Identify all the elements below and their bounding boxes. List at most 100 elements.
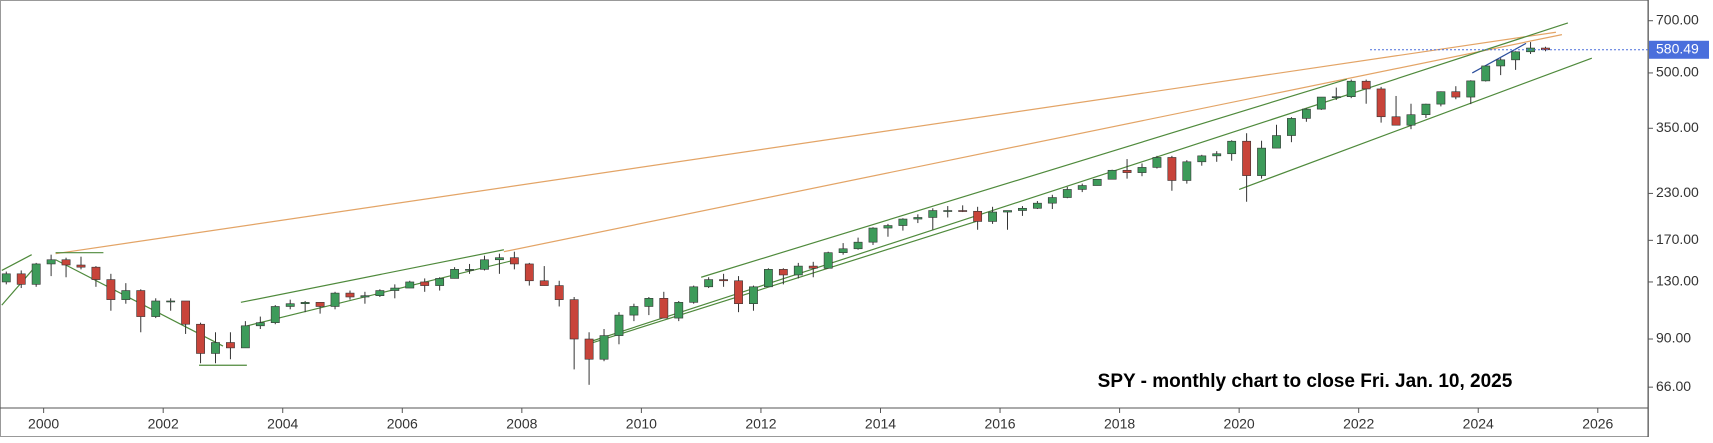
x-tick-label: 2012 [745,416,776,432]
candle-body [778,269,788,276]
annotation: SPY - monthly chart to close Fri. Jan. 1… [1098,371,1513,392]
trendline [55,31,1557,255]
trendline [1471,42,1527,74]
candle-body [1,273,11,283]
candle-body [136,290,146,317]
candle-body [255,322,265,327]
x-tick-label: 2014 [865,416,896,432]
candle-body [1376,88,1386,118]
candle-body [913,217,923,220]
x-tick-label: 2010 [626,416,657,432]
candle-body [928,210,938,218]
y-tick-label: 170.00 [1656,231,1699,247]
candle-body [480,259,489,270]
candle-body [375,290,385,296]
candle-body [524,263,534,282]
candle-body [1077,185,1087,190]
candle-body [495,257,504,261]
candle-body [181,300,191,325]
y-tick-label: 230.00 [1656,184,1699,200]
candle-body [1107,169,1117,180]
candle-body [405,281,415,289]
candle-body [1062,189,1072,198]
candle-body [1257,147,1266,176]
candle-body [1331,96,1341,98]
x-tick-label: 2024 [1463,416,1494,432]
candle-body [196,323,205,354]
candle-body [1047,197,1057,204]
candle-body [226,342,235,349]
candle-body [749,286,758,305]
candle-body [240,325,250,349]
candle-body [689,286,699,303]
candle-body [1197,155,1207,163]
candle-body [151,300,161,317]
candle-body [1122,169,1132,173]
y-tick-label: 350.00 [1656,119,1699,135]
candle-body [674,302,684,319]
candle-body [1436,91,1446,105]
y-tick-label: 66.00 [1656,378,1691,394]
trendline [1238,57,1593,190]
x-tick-label: 2018 [1104,416,1135,432]
candle-body [211,342,220,354]
candle-body [883,225,893,229]
candle-body [539,280,549,286]
x-tick-label: 2006 [387,416,418,432]
trendline [240,249,505,303]
candle-body [121,290,131,300]
candle-body [1032,202,1042,209]
candle-body [554,285,564,300]
y-tick-label: 130.00 [1656,273,1699,289]
candle-body [1092,178,1102,186]
trendline [700,78,1347,278]
x-tick-label: 2000 [28,416,59,432]
candle-body [1406,114,1416,126]
last-price-box [1649,40,1709,59]
x-tick-label: 2016 [984,416,1015,432]
candle-body [1301,108,1311,119]
trendline [587,220,977,345]
candle-body [285,303,295,307]
candle-body [1421,103,1431,116]
candle-body [166,300,176,303]
candle-body [763,269,773,288]
candle-body [584,338,594,360]
candle-body [734,280,743,305]
candle-body [1152,157,1162,168]
candle-body [1541,47,1550,51]
candle-body [345,292,355,298]
candle-body [270,306,280,323]
candle-body [793,265,803,276]
x-tick-label: 2002 [148,416,179,432]
x-tick-label: 2020 [1224,416,1255,432]
candle-body [390,287,400,291]
candle-body [838,248,848,253]
trendline [1,254,32,271]
candle-body [1316,96,1326,110]
candle-body [988,211,997,222]
candle-body [943,210,953,212]
candle-body [16,273,26,285]
candle-body [808,265,818,269]
y-tick-label: 500.00 [1656,64,1699,80]
candle-body [823,252,833,269]
candle-body [1003,210,1012,213]
candle-body [1137,167,1147,173]
x-tick-label: 2026 [1582,416,1613,432]
candle-body [46,259,56,265]
candle-body [629,306,639,316]
candle-body [31,263,41,285]
candle-body [1391,116,1401,126]
candle-body [91,266,101,280]
x-tick-label: 2004 [267,416,298,432]
candle-body [1018,207,1027,211]
candle-body [61,259,71,266]
x-tick-label: 2022 [1343,416,1374,432]
candle-body [1481,65,1491,82]
candle-body [1287,118,1296,136]
y-tick-label: 700.00 [1656,11,1699,27]
candle-body [898,218,908,226]
trendline [503,34,1563,253]
candle-body [1167,157,1177,181]
